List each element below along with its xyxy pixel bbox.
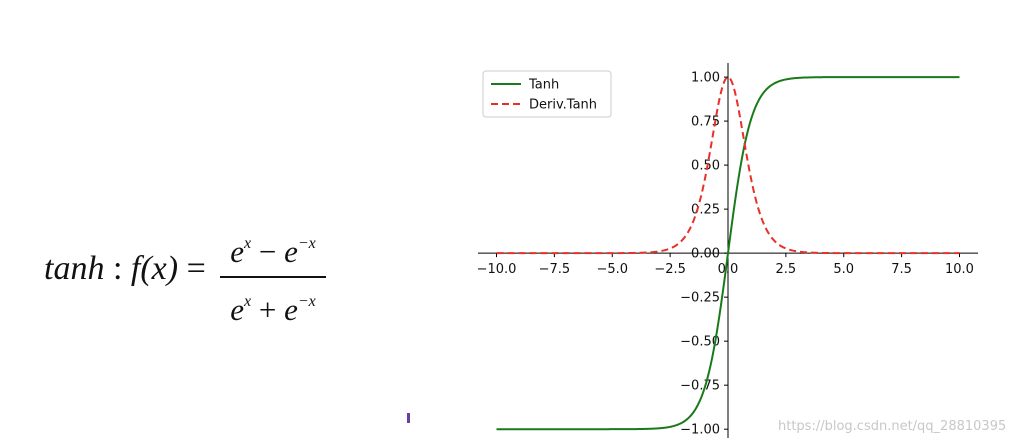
y-tick-label: 1.00 [691,71,720,86]
den-operator: + [251,292,285,327]
den-base-2: e [284,292,298,327]
x-tick-label: 0.0 [718,262,739,277]
y-tick-label: 0.00 [691,247,720,262]
legend-box [482,70,612,118]
x-tick-label: 7.5 [891,262,912,277]
y-tick-label: 0.50 [691,159,720,174]
deriv-tanh-line [496,76,960,255]
chart-legend: Tanh Deriv.Tanh [482,70,612,118]
chart-axes: −10.0 −7.5 −5.0 −2.5 0.0 2.5 5.0 7.5 10.0 −1.00 −0… [477,63,978,438]
formula-equals: = [178,250,206,287]
den-base-1: e [230,292,244,327]
num-exp-2: −x [297,235,316,252]
formula-name: tanh [44,250,105,287]
y-tick-label: −0.75 [680,379,720,394]
y-tick-label: −0.25 [680,291,720,306]
num-exp-1: x [244,235,252,252]
x-tick-label: −2.5 [654,262,686,277]
x-tick-label: −5.0 [596,262,628,277]
num-operator: − [251,234,285,269]
y-tick-label: −1.00 [680,423,720,438]
legend-label: Tanh [528,78,559,93]
formula-function: f [130,250,141,287]
x-tick-label: −10.0 [477,262,517,277]
tanh-formula: tanh : f(x) = ex − e−x ex + e−x [44,226,344,327]
formula-numerator: ex − e−x [220,226,326,270]
legend-label: Deriv.Tanh [529,98,597,113]
formula-fraction: ex − e−x ex + e−x [220,226,326,328]
x-tick-label: 2.5 [776,262,797,277]
chart-series [496,76,960,431]
formula-separator: : [104,250,131,287]
y-tick-label: 0.25 [691,203,720,218]
formula-denominator: ex + e−x [220,284,326,328]
num-base-2: e [284,234,298,269]
den-exp-2: −x [297,293,316,310]
fraction-bar [220,276,326,278]
tanh-line [496,76,960,431]
watermark-text: https://blog.csdn.net/qq_28810395 [778,419,1007,434]
text-cursor [407,413,410,423]
x-tick-label: 5.0 [833,262,854,277]
num-base-1: e [230,234,244,269]
den-exp-1: x [244,293,252,310]
formula-argument: (x) [140,250,179,287]
y-tick-label: 0.75 [691,115,720,130]
y-tick-label: −0.50 [680,335,720,350]
x-tick-label: −7.5 [539,262,571,277]
formula-left-side: tanh : f(x) = [44,250,206,288]
x-tick-label: 10.0 [945,262,974,277]
